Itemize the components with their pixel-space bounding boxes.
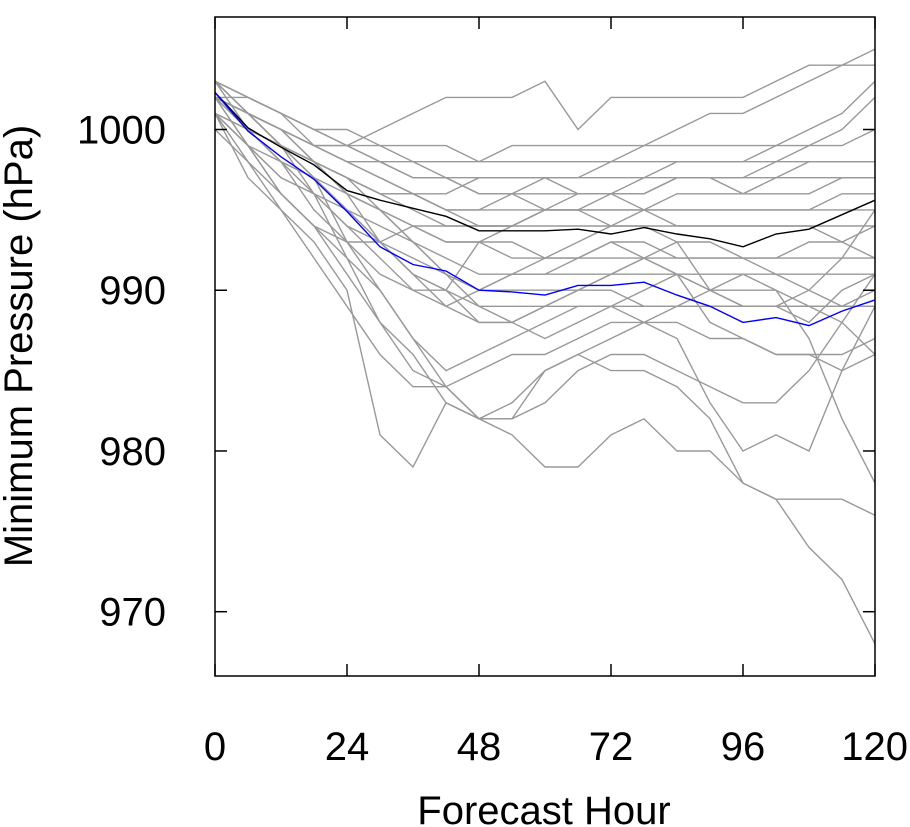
ensemble-member-line-8: [215, 64, 875, 147]
y-tick-labels: 970 980 990 1000: [77, 109, 166, 635]
ensemble-member-line-18: [214, 80, 875, 163]
ensemble-member-line-4: [214, 80, 876, 452]
y-tick-label: 980: [99, 430, 166, 474]
ensemble-member-line-22: [214, 96, 875, 195]
ensemble-member-line-29: [214, 97, 876, 259]
y-tick-label: 1000: [77, 109, 166, 153]
ensemble-mean-line: [214, 92, 876, 248]
y-tick-label: 970: [99, 591, 166, 635]
ensemble-member-line-1: [214, 80, 876, 484]
ensemble-member-line-20: [214, 113, 876, 388]
y-axis-title: Minimum Pressure (hPa): [0, 125, 41, 567]
x-tick-label: 0: [204, 725, 226, 769]
x-tick-labels: 0 24 48 72 96 120: [204, 725, 908, 769]
ensemble-member-line-24: [214, 96, 875, 275]
ensemble-member-line-12: [214, 128, 876, 420]
axis-ticks: [214, 17, 876, 676]
x-tick-label: 96: [721, 725, 766, 769]
x-axis-title: Forecast Hour: [417, 789, 670, 827]
ensemble-member-line-11: [214, 80, 876, 227]
plot-frame: [214, 16, 876, 677]
ensemble-member-line-9: [214, 96, 876, 243]
ensemble-member-line-27: [214, 80, 876, 163]
highlight-lines: [214, 92, 876, 327]
x-tick-label: 24: [325, 725, 370, 769]
x-tick-label: 72: [589, 725, 634, 769]
y-tick-label: 990: [99, 269, 166, 313]
ensemble-lines: [214, 48, 876, 645]
ensemble-member-line-28: [214, 112, 876, 291]
x-tick-label: 120: [841, 725, 908, 769]
ensemble-member-line-13: [214, 80, 876, 324]
x-tick-label: 48: [457, 725, 502, 769]
ensemble-member-line-3: [214, 113, 876, 516]
observed-track-line: [214, 92, 876, 327]
